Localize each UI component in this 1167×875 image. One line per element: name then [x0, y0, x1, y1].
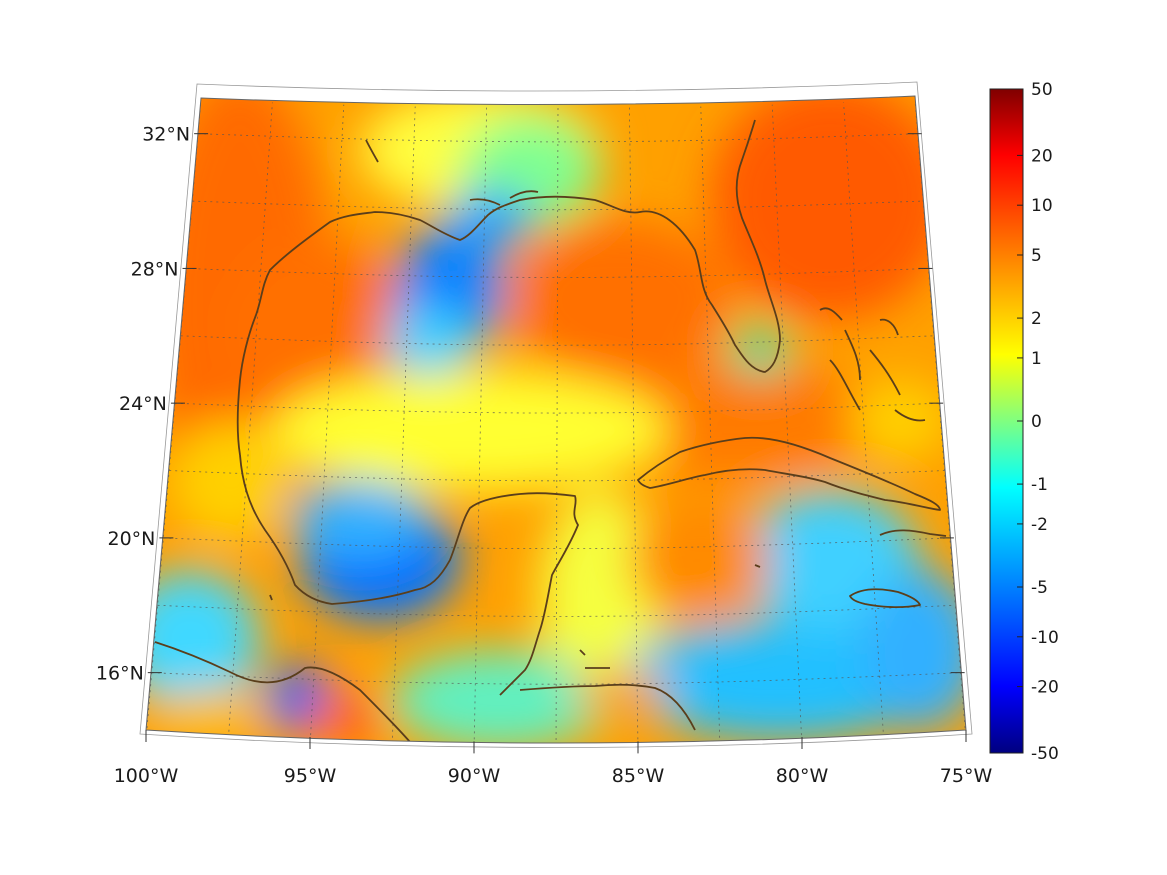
colorbar-tick-label: 50	[1031, 80, 1053, 100]
colorbar-tick-label: -2	[1031, 515, 1048, 535]
parallel-line	[186, 268, 929, 278]
latitude-axis: 16°N 20°N 24°N 28°N 32°N	[96, 124, 965, 685]
colorbar-tick-label: -1	[1031, 475, 1048, 495]
colorbar-tick-label: -20	[1031, 678, 1059, 698]
meridian-line	[227, 102, 273, 743]
meridian-line	[843, 102, 885, 743]
meridian-line	[771, 104, 803, 743]
map-frame-outer	[139, 81, 973, 748]
longitude-tick-label: 90°W	[448, 765, 501, 787]
latitude-tick-label: 24°N	[119, 393, 167, 415]
colorbar-tick-label: 2	[1031, 309, 1042, 329]
longitude-tick-label: 95°W	[284, 765, 337, 787]
colorbar-tick-label: -50	[1031, 744, 1059, 764]
latitude-tick-label: 28°N	[131, 258, 179, 280]
parallel-line	[157, 604, 956, 617]
latitude-tick-label: 32°N	[142, 124, 190, 146]
coastline	[154, 119, 947, 743]
longitude-tick-label: 80°W	[776, 765, 829, 787]
mexico-coastline	[239, 454, 579, 696]
parallel-line	[192, 200, 924, 211]
central-america-coastline	[154, 641, 411, 743]
longitude-tick-label: 75°W	[940, 765, 993, 787]
colorbar-tick-label: 10	[1031, 196, 1053, 216]
colorbar-tick-label: -5	[1031, 578, 1048, 598]
latitude-tick-label: 20°N	[108, 528, 156, 550]
longitude-tick-label: 85°W	[612, 765, 665, 787]
longitude-tick-label: 100°W	[114, 765, 179, 787]
cuba-coastline	[637, 436, 941, 511]
latitude-tick-label: 16°N	[96, 663, 144, 685]
colorbar-tick-label: 5	[1031, 246, 1042, 266]
gulf-coastline	[236, 119, 781, 456]
hispaniola-coastline	[879, 529, 947, 537]
colorbar-tick-label: 1	[1031, 349, 1042, 369]
map-frame	[145, 95, 967, 744]
bahamas-coastline	[819, 307, 926, 422]
jamaica-coastline	[849, 588, 921, 609]
colorbar-tick-label: 0	[1031, 412, 1042, 432]
colorbar-tick-label: 20	[1031, 146, 1053, 166]
parallel-line	[174, 402, 940, 414]
colorbar-tick-label: -10	[1031, 628, 1059, 648]
data-field	[146, 96, 966, 743]
parallel-line	[163, 537, 950, 549]
longitude-axis: 100°W 95°W 90°W 85°W 80°W 75°W	[114, 730, 993, 787]
